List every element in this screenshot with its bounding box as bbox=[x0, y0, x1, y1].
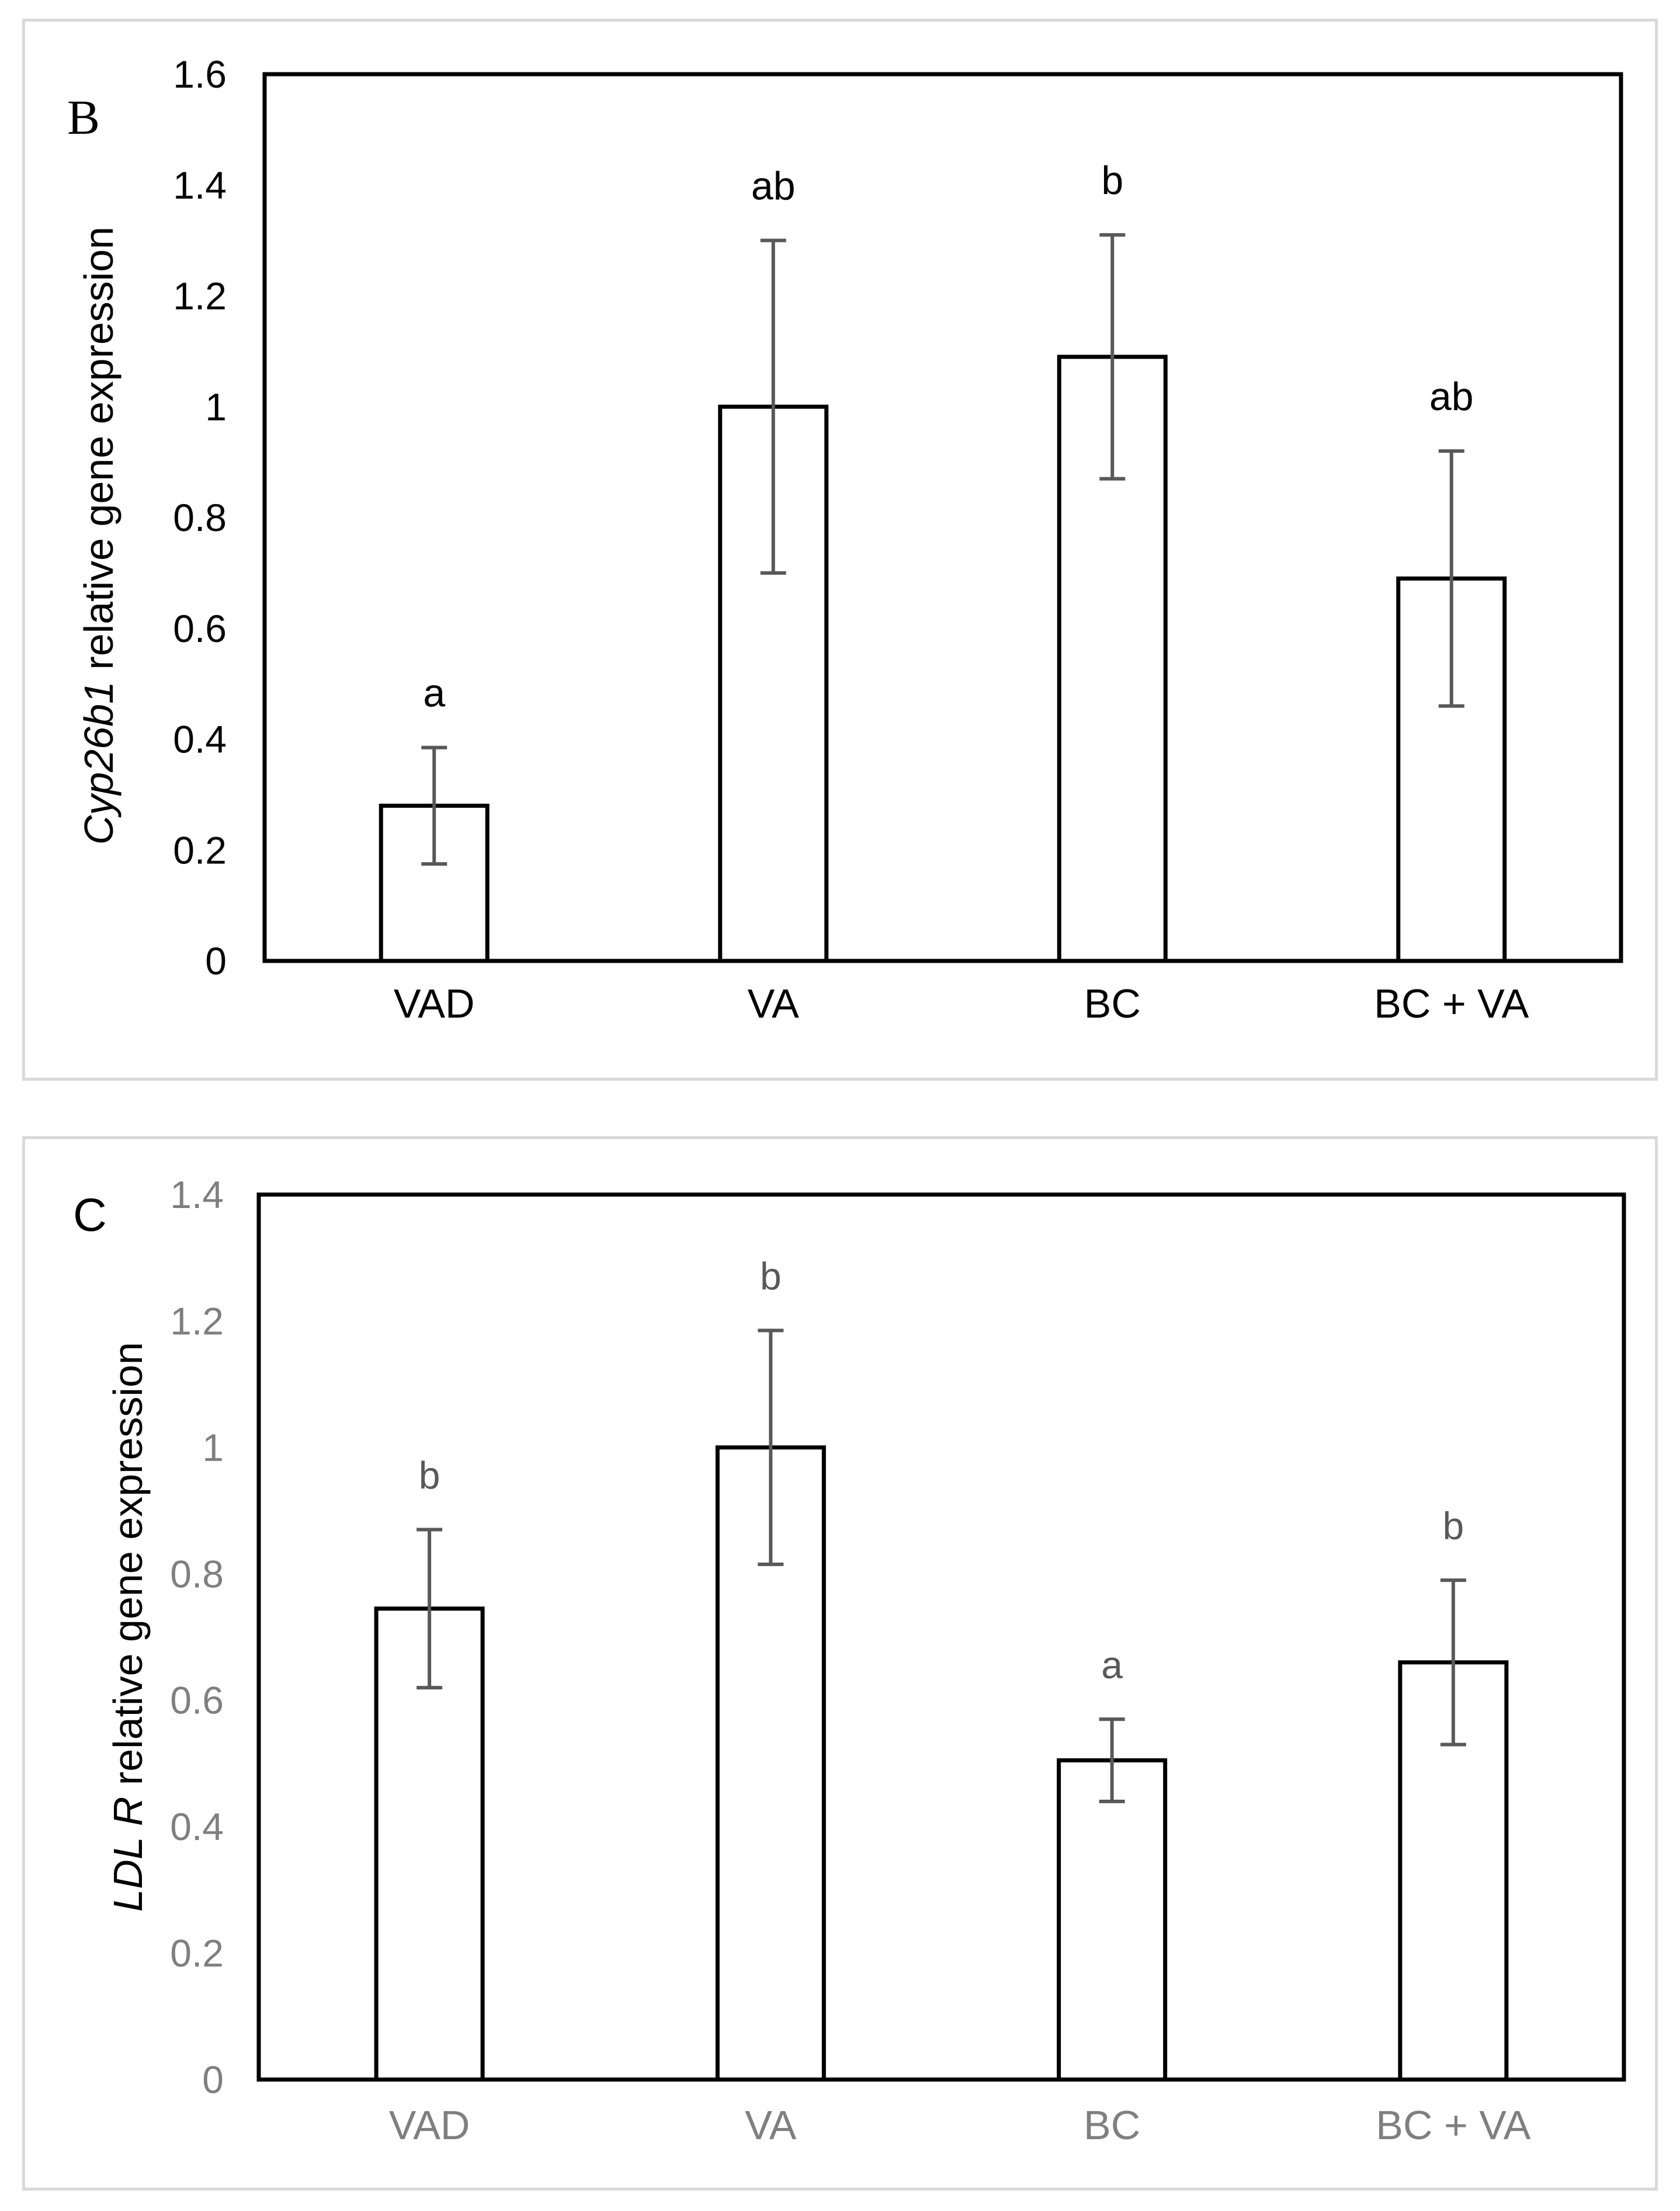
y-tick-label: 0.4 bbox=[170, 1805, 224, 1848]
error-bar-va bbox=[758, 1328, 784, 1567]
chart-panel-b: B Cyp26b1 relative gene expression 0 0.2… bbox=[22, 19, 1658, 1081]
x-tick-label-bc-va: BC + VA bbox=[1374, 981, 1529, 1026]
y-axis-label-gene: Cyp26b1 bbox=[76, 681, 122, 845]
y-tick-label: 1.4 bbox=[173, 164, 227, 207]
y-tick-label: 0.6 bbox=[170, 1679, 224, 1722]
y-axis-label-text: relative gene expression bbox=[105, 1342, 151, 1796]
error-bars-group bbox=[416, 1328, 1466, 1803]
significance-letter-vad: a bbox=[423, 671, 445, 716]
y-tick-label: 0 bbox=[205, 939, 227, 983]
significance-letter-bc: b bbox=[1101, 158, 1123, 203]
y-tick-label: 0.8 bbox=[170, 1552, 224, 1595]
y-tick-label: 1 bbox=[205, 385, 227, 428]
y-tick-label: 1.2 bbox=[170, 1299, 224, 1342]
error-bars-group bbox=[421, 233, 1464, 866]
panel-label: B bbox=[67, 91, 100, 145]
x-axis-labels: VAD VA BC BC + VA bbox=[394, 981, 1529, 1026]
panel-label: C bbox=[73, 1189, 107, 1241]
y-tick-label: 1.2 bbox=[173, 275, 227, 318]
significance-letters: a ab b ab bbox=[423, 158, 1473, 716]
bar-bc bbox=[1057, 1758, 1168, 2082]
significance-letter-va: b bbox=[760, 1255, 782, 1298]
x-tick-label-va: VA bbox=[748, 981, 799, 1026]
y-tick-label: 0.8 bbox=[173, 496, 227, 539]
chart-b-svg: B Cyp26b1 relative gene expression 0 0.2… bbox=[67, 53, 1623, 1026]
error-bar-bc-va bbox=[1440, 1578, 1466, 1747]
x-tick-label-bc: BC bbox=[1084, 981, 1141, 1026]
x-tick-label-vad: VAD bbox=[389, 2102, 470, 2148]
error-bar-bc bbox=[1099, 233, 1126, 481]
x-tick-label-bc-va: BC + VA bbox=[1376, 2102, 1531, 2148]
y-tick-label: 0.4 bbox=[173, 718, 227, 761]
y-tick-label: 0 bbox=[202, 2058, 224, 2101]
x-tick-label-bc: BC bbox=[1084, 2102, 1140, 2148]
y-axis-label: LDL R relative gene expression bbox=[105, 1342, 151, 1911]
y-tick-label: 0.2 bbox=[173, 828, 227, 872]
y-axis-ticks: 0 0.2 0.4 0.6 0.8 1 1.2 1.4 bbox=[170, 1173, 224, 2101]
bars-group bbox=[379, 355, 1507, 963]
y-tick-label: 0.2 bbox=[170, 1932, 224, 1975]
significance-letter-bc: a bbox=[1101, 1643, 1123, 1686]
y-axis-label-text: relative gene expression bbox=[76, 227, 122, 681]
y-tick-label: 1 bbox=[202, 1426, 224, 1469]
significance-letter-bc-va: ab bbox=[1429, 374, 1474, 419]
significance-letter-bc-va: b bbox=[1443, 1504, 1464, 1547]
x-tick-label-vad: VAD bbox=[394, 981, 475, 1026]
plot-area-frame bbox=[256, 1192, 1626, 2082]
error-bar-bc-va bbox=[1438, 449, 1464, 708]
x-axis-labels: VAD VA BC BC + VA bbox=[389, 2102, 1531, 2148]
significance-letters: b b a b bbox=[419, 1255, 1464, 1687]
plot-area-frame bbox=[262, 72, 1623, 963]
bars-group bbox=[374, 1445, 1509, 2082]
error-bar-va bbox=[760, 238, 786, 575]
significance-letter-vad: b bbox=[419, 1454, 440, 1497]
y-tick-label: 1.4 bbox=[170, 1173, 224, 1216]
error-bar-bc bbox=[1099, 1717, 1125, 1803]
y-tick-label: 1.6 bbox=[173, 53, 227, 96]
error-bar-vad bbox=[416, 1528, 443, 1690]
y-axis-label: Cyp26b1 relative gene expression bbox=[76, 227, 122, 845]
error-bar-vad bbox=[421, 745, 447, 866]
chart-c-svg: C LDL R relative gene expression 0 0.2 0… bbox=[73, 1173, 1626, 2148]
x-tick-label-va: VA bbox=[745, 2102, 796, 2148]
significance-letter-va: ab bbox=[751, 164, 796, 209]
y-axis-label-gene: LDL R bbox=[105, 1797, 151, 1912]
y-tick-label: 0.6 bbox=[173, 607, 227, 650]
chart-panel-c: C LDL R relative gene expression 0 0.2 0… bbox=[22, 1136, 1658, 2191]
y-axis-ticks: 0 0.2 0.4 0.6 0.8 1 1.2 1.4 1.6 bbox=[173, 53, 227, 983]
